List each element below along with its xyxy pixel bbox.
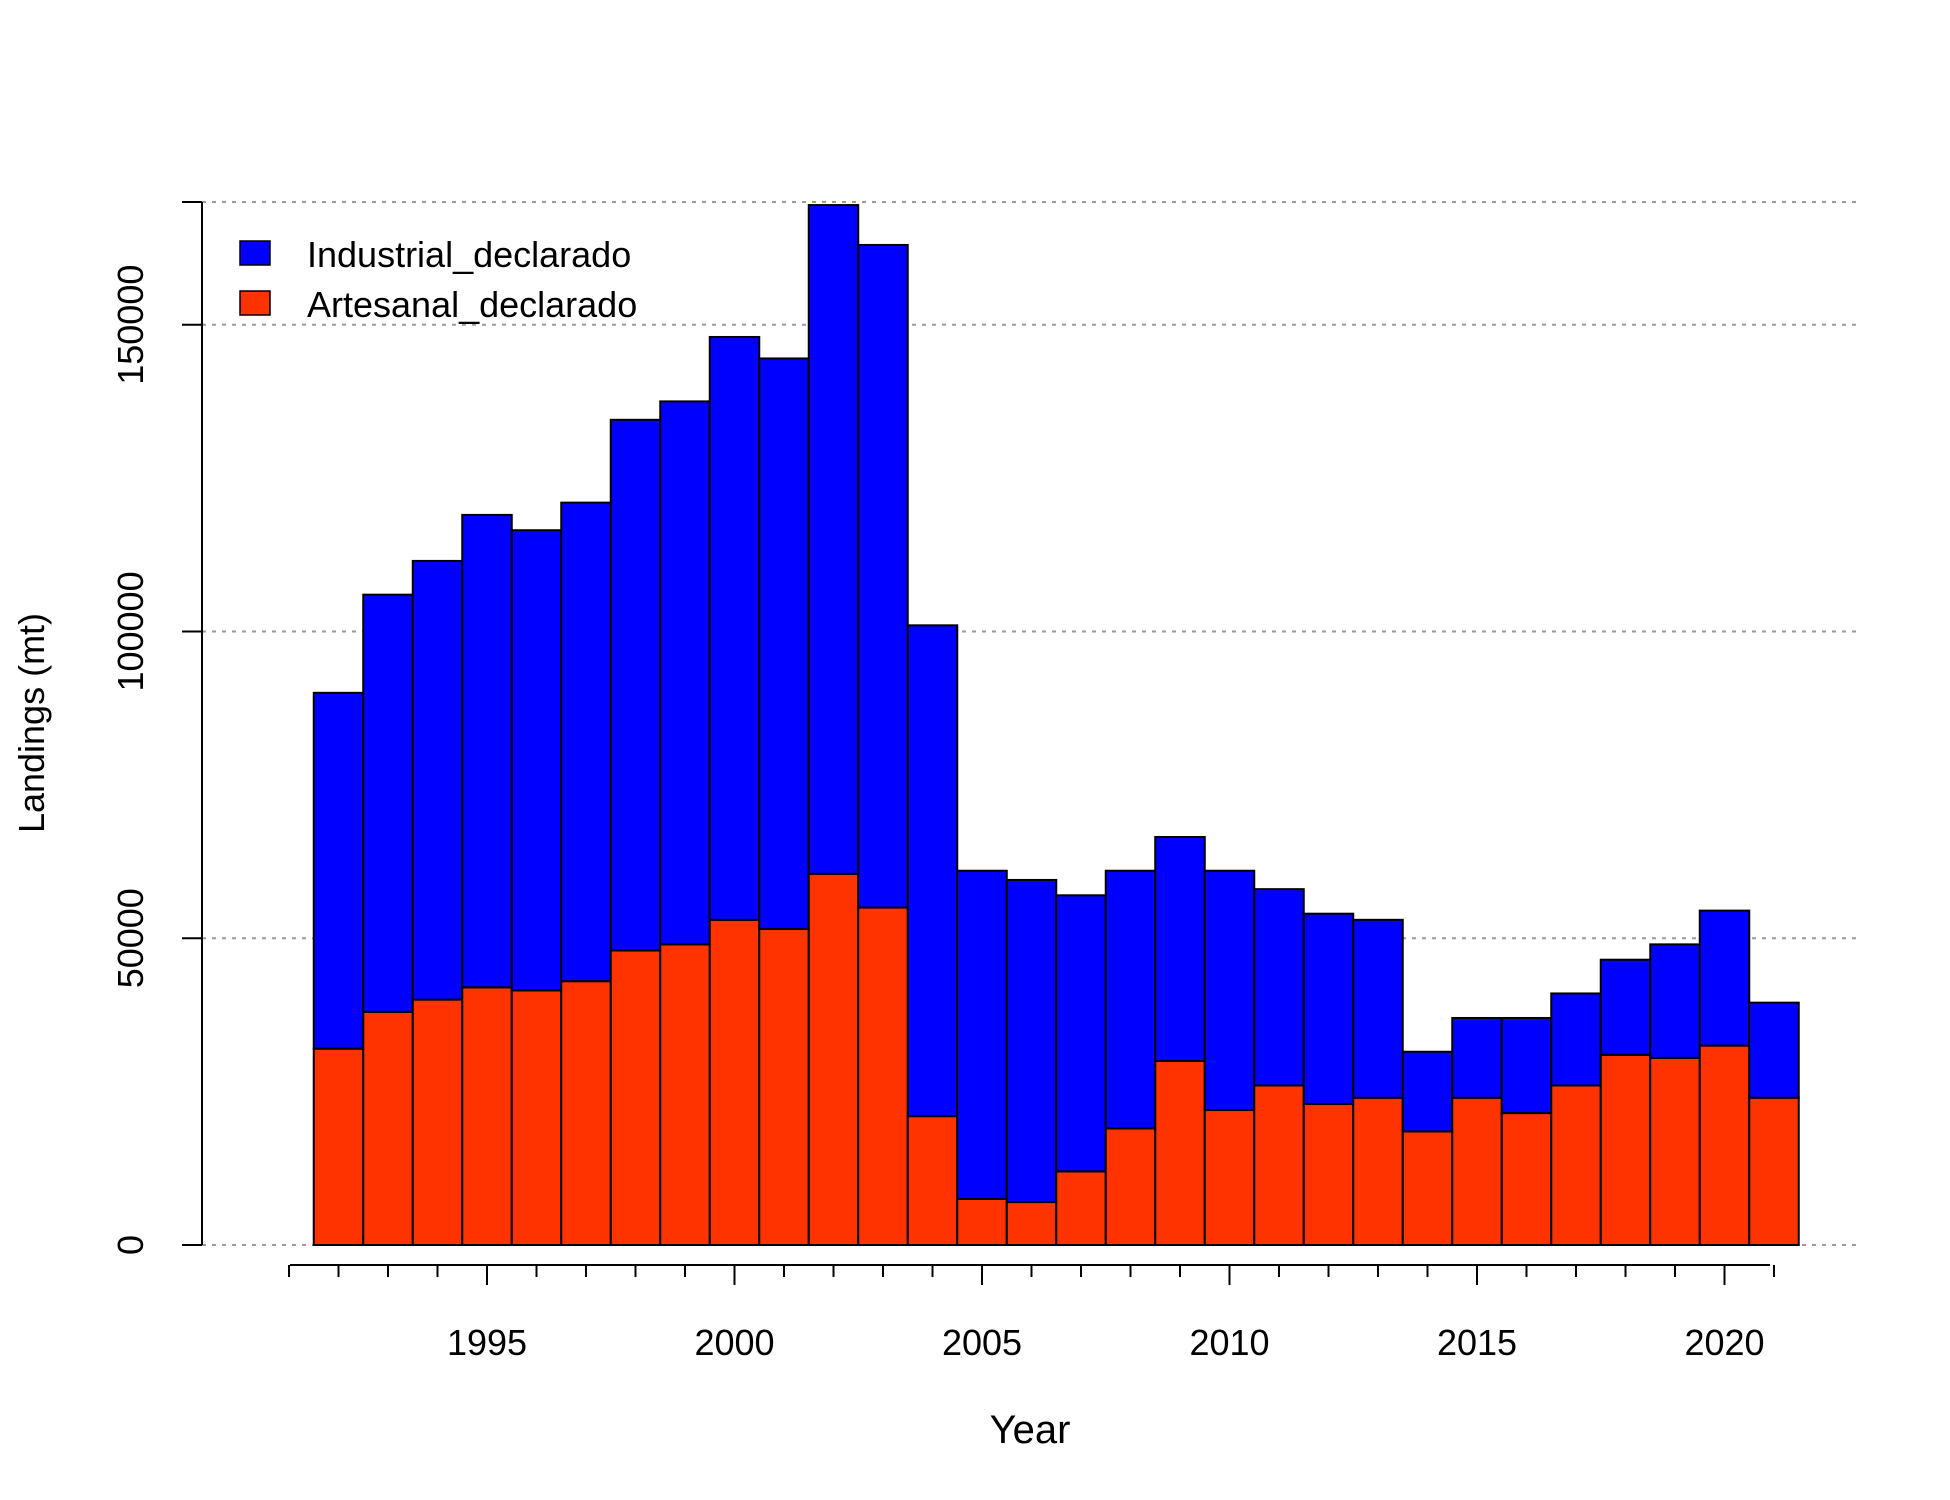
bar-artesanal-declarado-2007 xyxy=(1055,1170,1107,1246)
bar-industrial-declarado-2020 xyxy=(1698,909,1751,1047)
bar-industrial-declarado-2012 xyxy=(1302,912,1355,1105)
bar-industrial-declarado-1992 xyxy=(312,691,365,1050)
bar-artesanal-declarado-2014 xyxy=(1401,1130,1454,1247)
y-axis-title: Landings (mt) xyxy=(11,613,52,833)
bar-artesanal-declarado-2009 xyxy=(1154,1059,1206,1246)
bar-industrial-declarado-2021 xyxy=(1748,1001,1800,1099)
legend-swatch-artesanal xyxy=(239,290,271,316)
bar-industrial-declarado-1993 xyxy=(362,593,414,1013)
bar-artesanal-declarado-2004 xyxy=(906,1115,959,1246)
bar-industrial-declarado-2004 xyxy=(906,624,959,1118)
bar-industrial-declarado-1994 xyxy=(411,559,464,1001)
bar-industrial-declarado-2019 xyxy=(1649,943,1701,1059)
x-tick-label: 2020 xyxy=(1684,1322,1764,1363)
bar-artesanal-declarado-1993 xyxy=(362,1010,414,1246)
bar-industrial-declarado-1997 xyxy=(560,501,612,983)
bar-artesanal-declarado-1999 xyxy=(659,943,711,1247)
bar-artesanal-declarado-2021 xyxy=(1748,1096,1800,1246)
bar-artesanal-declarado-2003 xyxy=(857,906,909,1246)
bar-industrial-declarado-2002 xyxy=(807,204,860,875)
bar-artesanal-declarado-1992 xyxy=(312,1047,365,1246)
bar-industrial-declarado-2018 xyxy=(1599,958,1652,1056)
bar-industrial-declarado-1998 xyxy=(609,418,662,952)
bar-artesanal-declarado-2017 xyxy=(1550,1084,1602,1246)
bar-industrial-declarado-2016 xyxy=(1500,1016,1553,1115)
bar-industrial-declarado-2015 xyxy=(1451,1016,1503,1099)
x-tick-label: 2000 xyxy=(694,1322,774,1363)
bar-artesanal-declarado-2002 xyxy=(807,872,860,1246)
bar-industrial-declarado-2008 xyxy=(1104,869,1157,1130)
bar-industrial-declarado-2007 xyxy=(1055,894,1107,1173)
bar-industrial-declarado-2000 xyxy=(708,335,761,921)
bars xyxy=(312,204,1800,1247)
bar-artesanal-declarado-2018 xyxy=(1599,1053,1652,1247)
bar-industrial-declarado-2006 xyxy=(1005,878,1058,1204)
y-tick-label: 150000 xyxy=(110,265,151,385)
x-tick-label: 1995 xyxy=(447,1322,527,1363)
bar-industrial-declarado-2001 xyxy=(758,357,810,931)
bar-industrial-declarado-1995 xyxy=(461,513,513,989)
bar-industrial-declarado-2011 xyxy=(1253,888,1305,1087)
bar-industrial-declarado-2014 xyxy=(1401,1050,1454,1133)
x-axis-title: Year xyxy=(990,1408,1071,1452)
bar-industrial-declarado-2010 xyxy=(1203,869,1256,1112)
y-tick-label: 50000 xyxy=(110,888,151,988)
bar-artesanal-declarado-1994 xyxy=(411,998,464,1247)
bar-artesanal-declarado-2005 xyxy=(956,1197,1008,1247)
bar-industrial-declarado-2013 xyxy=(1352,918,1404,1099)
bar-artesanal-declarado-2019 xyxy=(1649,1056,1701,1246)
bar-artesanal-declarado-2020 xyxy=(1698,1044,1751,1246)
y-tick-label: 0 xyxy=(110,1235,151,1255)
bar-artesanal-declarado-2006 xyxy=(1005,1201,1058,1247)
x-tick-label: 2010 xyxy=(1189,1322,1269,1363)
bar-artesanal-declarado-2012 xyxy=(1302,1102,1355,1246)
tick-labels: 0 50000 100000 150000 1995 2000 2005 2010 2015 20… xyxy=(110,201,1775,1363)
bar-artesanal-declarado-2008 xyxy=(1104,1127,1157,1247)
legend-label-artesanal: Artesanal_declarado xyxy=(307,284,637,325)
bar-industrial-declarado-2017 xyxy=(1550,992,1602,1087)
bar-artesanal-declarado-2010 xyxy=(1203,1109,1256,1247)
bar-artesanal-declarado-1995 xyxy=(461,986,513,1246)
legend-swatch-industrial xyxy=(239,240,271,266)
bar-industrial-declarado-2009 xyxy=(1154,836,1206,1062)
legend: Industrial_declarado Artesanal_declarado xyxy=(239,234,637,325)
bar-artesanal-declarado-1996 xyxy=(510,989,563,1247)
bar-artesanal-declarado-2013 xyxy=(1352,1096,1404,1246)
bar-artesanal-declarado-2000 xyxy=(708,918,761,1246)
legend-label-industrial: Industrial_declarado xyxy=(307,234,631,275)
bar-industrial-declarado-2003 xyxy=(857,243,909,909)
bar-artesanal-declarado-1997 xyxy=(560,980,612,1247)
bar-artesanal-declarado-2011 xyxy=(1253,1084,1305,1246)
bar-artesanal-declarado-2015 xyxy=(1451,1096,1503,1246)
bar-industrial-declarado-2005 xyxy=(956,869,1008,1200)
bar-artesanal-declarado-2016 xyxy=(1500,1112,1553,1247)
x-tick-label: 2015 xyxy=(1437,1322,1517,1363)
bar-artesanal-declarado-2001 xyxy=(758,928,810,1246)
y-tick-label: 100000 xyxy=(110,571,151,691)
bar-industrial-declarado-1999 xyxy=(659,400,711,946)
bar-industrial-declarado-1996 xyxy=(510,529,563,992)
bar-artesanal-declarado-1998 xyxy=(609,949,662,1246)
x-tick-label: 2005 xyxy=(942,1322,1022,1363)
